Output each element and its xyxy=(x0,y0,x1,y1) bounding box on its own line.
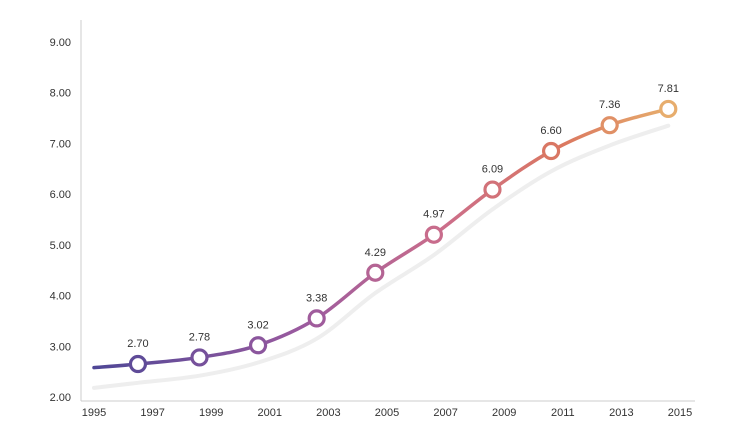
x-tick-label: 2001 xyxy=(258,407,282,419)
data-label: 7.36 xyxy=(599,99,620,111)
data-point xyxy=(248,336,268,355)
data-label: 2.78 xyxy=(189,331,210,343)
data-point xyxy=(307,309,326,328)
data-point xyxy=(128,354,148,374)
data-label: 7.81 xyxy=(658,83,679,95)
data-label: 2.70 xyxy=(127,338,148,350)
data-label: 6.09 xyxy=(482,164,503,176)
data-label: 6.60 xyxy=(540,125,561,137)
y-tick-label: 8.00 xyxy=(50,88,71,100)
x-tick-label: 2013 xyxy=(609,407,633,419)
data-markers xyxy=(128,99,678,374)
y-tick-label: 4.00 xyxy=(50,291,71,303)
x-tick-label: 2009 xyxy=(492,407,516,419)
data-label: 4.29 xyxy=(365,247,386,259)
x-tick-label: 2015 xyxy=(668,407,692,419)
x-tick-label: 2005 xyxy=(375,407,399,419)
data-point xyxy=(541,141,561,161)
y-tick-labels: 2.00 3.00 4.00 5.00 6.00 7.00 8.00 9.00 xyxy=(50,37,71,404)
y-tick-label: 3.00 xyxy=(50,341,71,353)
x-tick-label: 1999 xyxy=(199,407,223,419)
series-line xyxy=(92,107,671,370)
y-tick-label: 5.00 xyxy=(50,240,71,252)
data-label: 3.38 xyxy=(306,292,327,304)
data-point xyxy=(659,99,678,119)
data-point xyxy=(600,116,619,135)
data-point xyxy=(190,348,209,367)
x-tick-label: 2007 xyxy=(433,407,457,419)
data-point xyxy=(424,225,443,244)
y-tick-label: 2.00 xyxy=(50,392,71,404)
data-point xyxy=(483,180,502,199)
x-tick-labels: 1995 1997 1999 2001 2003 2005 2007 2009 2011 2013… xyxy=(82,407,692,419)
shadow-line xyxy=(92,123,671,390)
data-labels: 2.70 2.78 3.02 3.38 4.29 4.97 6.09 6.60 7.36 7.81 xyxy=(127,83,679,350)
data-point xyxy=(366,263,385,282)
x-tick-label: 1997 xyxy=(140,407,164,419)
x-tick-label: 2011 xyxy=(551,407,575,419)
x-tick-label: 1995 xyxy=(82,407,106,419)
y-tick-label: 6.00 xyxy=(50,189,71,201)
y-tick-label: 9.00 xyxy=(50,37,71,49)
data-label: 3.02 xyxy=(247,319,268,331)
y-tick-label: 7.00 xyxy=(50,138,71,150)
x-tick-label: 2003 xyxy=(316,407,340,419)
data-label: 4.97 xyxy=(423,209,444,221)
